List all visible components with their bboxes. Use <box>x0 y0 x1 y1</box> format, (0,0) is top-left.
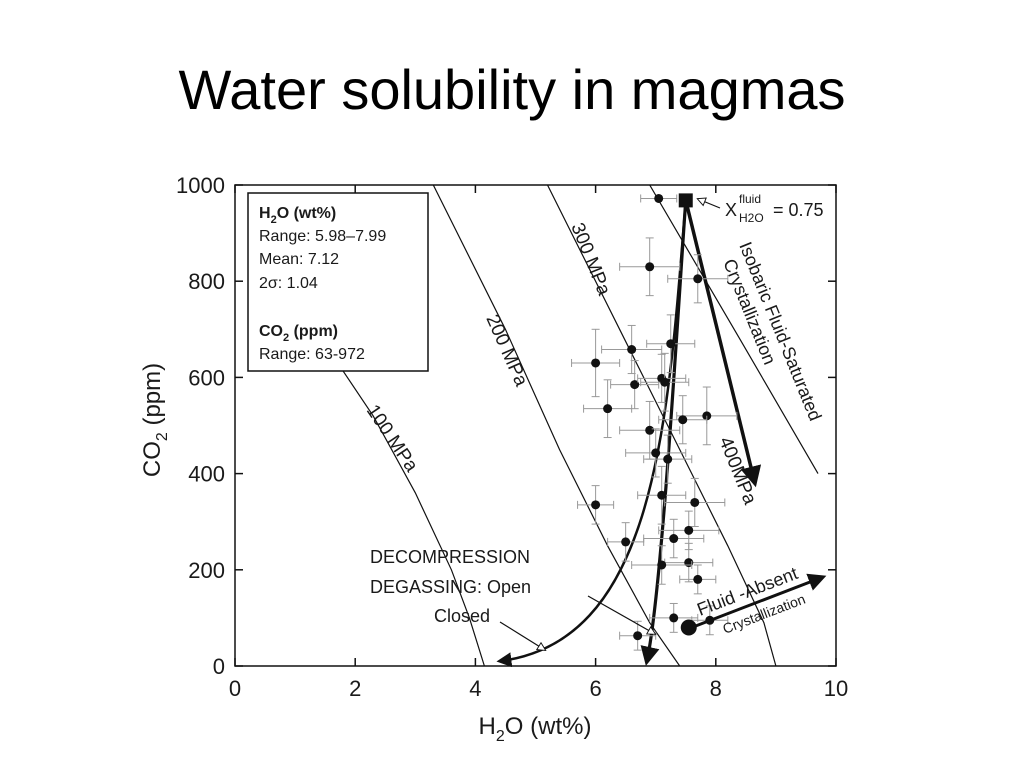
fluid-absent-annotation: Fluid -Absent Crystallization <box>692 563 827 637</box>
axis-ticks: 0 2 4 6 8 10 0 200 400 600 800 1000 <box>176 173 848 701</box>
svg-text:DEGASSING: Open: DEGASSING: Open <box>370 577 531 597</box>
data-point <box>646 314 696 374</box>
y-axis-title: CO2 (ppm) <box>139 363 171 477</box>
plot-frame <box>234 184 837 667</box>
data-point <box>664 477 726 528</box>
y-tick-label: 1000 <box>176 173 225 198</box>
data-point <box>583 379 633 439</box>
x-axis-title: H2O (wt%) <box>479 713 592 745</box>
co2-stats-title: CO2 (ppm) <box>259 323 338 344</box>
data-point <box>667 254 729 304</box>
closed-degassing-path <box>496 200 687 668</box>
data-point <box>619 400 681 460</box>
x-tick-label: 10 <box>824 676 848 701</box>
start-marker <box>678 193 693 208</box>
co2-range: Range: 63-972 <box>259 346 365 363</box>
data-point <box>664 542 714 583</box>
data-point <box>643 518 705 559</box>
data-point <box>625 428 687 478</box>
x-tick-label: 2 <box>349 676 361 701</box>
isobar-label-100: 100 MPa <box>362 401 422 476</box>
data-point <box>643 434 693 484</box>
data-point <box>619 620 657 651</box>
y-tick-label: 400 <box>188 462 225 487</box>
isobar-0 <box>330 352 485 666</box>
data-points <box>571 193 738 651</box>
h2o-sigma: 2σ: 1.04 <box>259 275 318 292</box>
isobar-label-300: 300 MPa <box>566 220 614 299</box>
isobar-label-200: 200 MPa <box>481 311 531 389</box>
data-point <box>658 510 720 551</box>
y-tick-label: 0 <box>213 654 225 679</box>
isobar-3 <box>649 185 819 474</box>
svg-text:fluid: fluid <box>739 192 761 206</box>
x-tick-label: 6 <box>589 676 601 701</box>
stats-box: H2O (wt%) Range: 5.98–7.99 Mean: 7.12 2σ… <box>247 192 429 372</box>
data-point <box>607 522 645 562</box>
data-point <box>619 237 681 297</box>
slide-title: Water solubility in magmas <box>178 58 846 121</box>
h2o-mean: Mean: 7.12 <box>259 251 339 268</box>
data-point <box>640 352 690 412</box>
svg-text:DECOMPRESSION: DECOMPRESSION <box>370 547 530 567</box>
data-point <box>637 465 687 525</box>
svg-text:= 0.75: = 0.75 <box>773 200 824 220</box>
y-tick-label: 800 <box>188 269 225 294</box>
x-tick-label: 8 <box>710 676 722 701</box>
data-point <box>679 564 717 595</box>
data-point <box>631 545 693 585</box>
data-point <box>640 193 678 203</box>
svg-text:H2O: H2O <box>739 211 764 225</box>
svg-text:Closed: Closed <box>434 606 490 626</box>
y-tick-label: 200 <box>188 558 225 583</box>
data-point <box>637 353 687 403</box>
data-point <box>658 395 708 445</box>
degassing-paths <box>496 193 762 668</box>
x-tick-label: 0 <box>229 676 241 701</box>
data-point <box>571 328 621 398</box>
x-tick-label: 4 <box>469 676 481 701</box>
h2o-range: Range: 5.98–7.99 <box>259 228 386 245</box>
isobar-2 <box>546 185 777 666</box>
isobaric-crystallization-arrow <box>684 199 762 488</box>
large-data-point <box>680 619 697 636</box>
xfluid-annotation: X fluid H2O = 0.75 <box>698 192 824 225</box>
h2o-stats-title: H2O (wt%) <box>259 205 336 226</box>
data-point <box>601 324 663 375</box>
data-point <box>577 485 615 525</box>
svg-text:X: X <box>725 200 737 220</box>
y-tick-label: 600 <box>188 365 225 390</box>
decompression-annotation: DECOMPRESSION DEGASSING: Open Closed <box>370 547 655 650</box>
